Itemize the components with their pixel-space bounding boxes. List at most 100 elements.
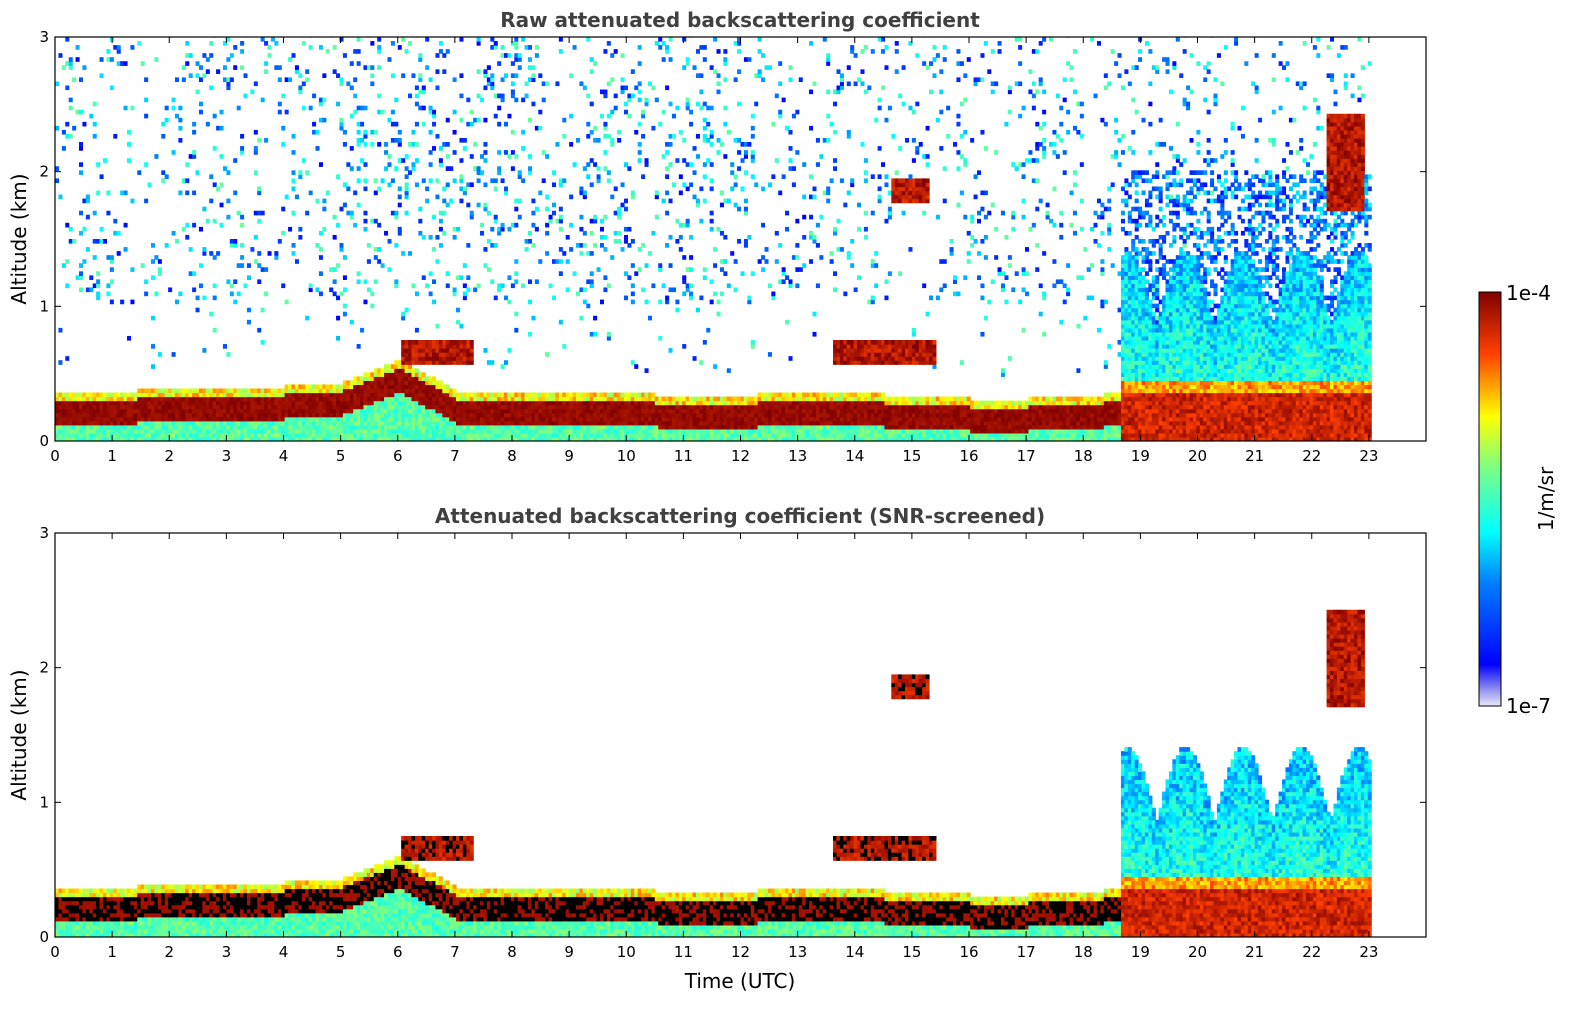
heatmap-cell <box>853 53 858 58</box>
heatmap-cell <box>342 129 347 135</box>
heatmap-cell <box>750 400 755 406</box>
heatmap-cell <box>812 412 817 418</box>
heatmap-cell <box>867 416 872 422</box>
heatmap-cell <box>497 396 502 402</box>
heatmap-cell <box>154 408 159 414</box>
heatmap-cell <box>202 404 207 410</box>
heatmap-cell <box>572 392 577 398</box>
heatmap-cell <box>202 73 207 78</box>
heatmap-cell <box>336 404 341 410</box>
heatmap-cell <box>723 420 728 426</box>
heatmap-cell <box>408 170 413 175</box>
heatmap-cell <box>294 69 299 74</box>
heatmap-cell <box>425 428 430 434</box>
heatmap-cell <box>72 420 77 426</box>
heatmap-cell <box>339 392 344 398</box>
heatmap-cell <box>264 428 269 434</box>
heatmap-cell <box>418 340 423 345</box>
heatmap-cell <box>617 239 622 244</box>
heatmap-cell <box>850 263 855 268</box>
heatmap-cell <box>582 190 587 196</box>
heatmap-cell <box>373 436 378 441</box>
heatmap-cell <box>754 396 759 402</box>
heatmap-cell <box>493 243 498 248</box>
heatmap-cell <box>144 412 149 418</box>
heatmap-cell <box>877 392 882 398</box>
heatmap-cell <box>802 162 807 167</box>
heatmap-cell <box>661 154 666 159</box>
heatmap-cell <box>558 49 563 54</box>
heatmap-cell <box>164 420 169 426</box>
heatmap-cell <box>658 420 663 426</box>
heatmap-cell <box>253 416 258 422</box>
heatmap-cell <box>459 432 464 438</box>
heatmap-cell <box>123 222 128 228</box>
heatmap-cell <box>96 436 101 441</box>
heatmap-cell <box>222 396 227 402</box>
heatmap-cell <box>791 428 796 434</box>
heatmap-cell <box>689 283 694 289</box>
heatmap-cell <box>216 388 221 394</box>
heatmap-cell <box>798 77 803 83</box>
heatmap-cell <box>291 436 296 441</box>
heatmap-cell <box>620 396 625 402</box>
heatmap-cell <box>315 287 320 293</box>
heatmap-cell <box>740 186 745 192</box>
heatmap-cell <box>264 408 269 414</box>
heatmap-cell <box>298 388 303 394</box>
heatmap-cell <box>113 412 118 418</box>
heatmap-cell <box>353 416 358 422</box>
heatmap-cell <box>671 408 676 414</box>
heatmap-cell <box>874 348 879 353</box>
heatmap-cell <box>750 420 755 426</box>
heatmap-cell <box>778 109 783 115</box>
heatmap-cell <box>798 267 803 272</box>
heatmap-cell <box>246 400 251 406</box>
heatmap-cell <box>414 376 419 381</box>
heatmap-cell <box>507 420 512 426</box>
heatmap-cell <box>812 428 817 434</box>
heatmap-cell <box>411 352 416 357</box>
heatmap-cell <box>548 432 553 438</box>
heatmap-cell <box>61 436 66 441</box>
heatmap-cell <box>785 400 790 406</box>
heatmap-cell <box>493 214 498 220</box>
heatmap-cell <box>394 360 399 365</box>
heatmap-cell <box>130 396 135 402</box>
heatmap-cell <box>288 416 293 422</box>
heatmap-cell <box>723 428 728 434</box>
heatmap-cell <box>637 247 642 252</box>
heatmap-cell <box>397 404 402 410</box>
heatmap-cell <box>109 279 114 285</box>
heatmap-cell <box>161 428 166 434</box>
heatmap-cell <box>325 416 330 422</box>
heatmap-cell <box>706 408 711 414</box>
heatmap-cell <box>438 380 443 386</box>
heatmap-cell <box>675 428 680 434</box>
heatmap-cell <box>390 109 395 115</box>
heatmap-cell <box>699 295 704 301</box>
heatmap-cell <box>414 396 419 402</box>
heatmap-cell <box>778 279 783 285</box>
heatmap-cell <box>414 420 419 426</box>
heatmap-cell <box>342 408 347 414</box>
heatmap-cell <box>521 178 526 184</box>
heatmap-cell <box>483 247 488 252</box>
heatmap-cell <box>428 150 433 155</box>
heatmap-cell <box>788 283 793 289</box>
heatmap-cell <box>809 230 814 236</box>
heatmap-cell <box>606 392 611 398</box>
heatmap-cell <box>719 424 724 430</box>
heatmap-cell <box>846 420 851 426</box>
heatmap-cell <box>654 408 659 414</box>
heatmap-cell <box>764 396 769 402</box>
heatmap-cell <box>267 404 272 410</box>
heatmap-cell <box>558 404 563 410</box>
heatmap-cell <box>308 190 313 196</box>
heatmap-cell <box>689 408 694 414</box>
heatmap-cell <box>767 428 772 434</box>
heatmap-cell <box>504 190 509 196</box>
heatmap-cell <box>209 392 214 398</box>
heatmap-cell <box>456 319 461 325</box>
heatmap-cell <box>445 388 450 394</box>
